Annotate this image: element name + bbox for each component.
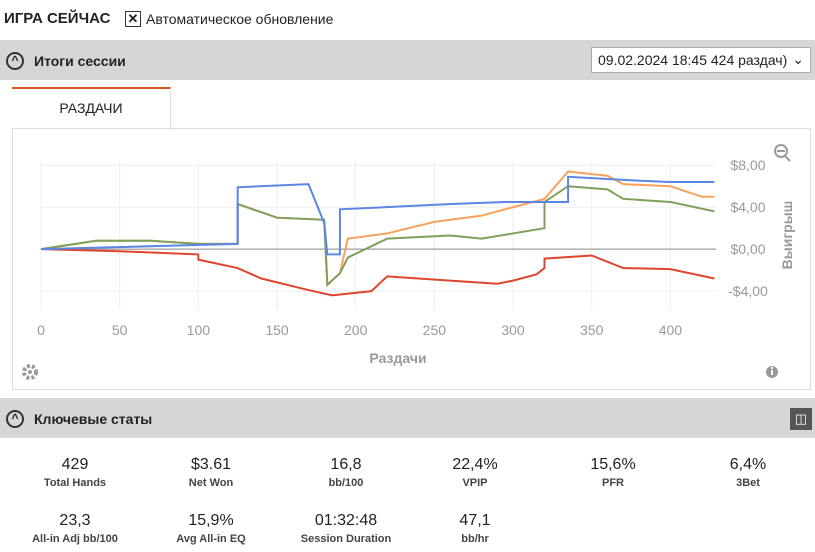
- stat: 15,6% PFR: [545, 456, 681, 489]
- series-line: [40, 170, 715, 288]
- y-tick-label: $4,00: [730, 199, 765, 215]
- stat: 22,4% VPIP: [407, 456, 543, 489]
- section-title: Ключевые статы: [34, 411, 153, 427]
- stat: 16,8 bb/100: [278, 456, 414, 489]
- stat: $3.61 Net Won: [143, 456, 279, 489]
- x-axis-title: Раздачи: [369, 350, 426, 366]
- stat-value: 01:32:48: [314, 512, 378, 529]
- stat-label: Total Hands: [43, 477, 107, 489]
- tab[interactable]: РАЗДАЧИ: [12, 87, 171, 130]
- stat-label: 3Bet: [736, 477, 760, 489]
- x-tick-label: 150: [265, 322, 289, 338]
- section-bar: [0, 398, 815, 438]
- settings-icon[interactable]: [22, 364, 38, 380]
- chart: Раздачи Выигрыш 0 50 100 150 200 250 300 350 400…: [22, 144, 795, 380]
- stat-label: Avg All-in EQ: [176, 533, 246, 545]
- x-tick-label: 400: [659, 322, 683, 338]
- stat-label: VPIP: [462, 477, 488, 489]
- stat-label: bb/hr: [461, 533, 489, 545]
- stat: 23,3 All-in Adj bb/100: [7, 512, 143, 545]
- stat-value: 22,4%: [452, 456, 498, 473]
- stat: 47,1 bb/hr: [407, 512, 543, 545]
- stat: 01:32:48 Session Duration: [278, 512, 414, 545]
- y-tick-label: $0,00: [730, 241, 765, 257]
- x-tick-label: 300: [501, 322, 525, 338]
- x-tick-label: 350: [580, 322, 604, 338]
- stat-value: 23,3: [59, 512, 91, 529]
- stat-value: 16,8: [330, 456, 362, 473]
- checkbox-label[interactable]: Автоматическое обновление: [146, 11, 334, 27]
- stat-label: Net Won: [188, 477, 234, 489]
- stat-label: bb/100: [328, 477, 364, 489]
- stat: 15,9% Avg All-in EQ: [143, 512, 279, 545]
- stat-value: 15,6%: [590, 456, 636, 473]
- info-icon[interactable]: [766, 366, 778, 378]
- stat: 429 Total Hands: [7, 456, 143, 489]
- layout-button[interactable]: ◫: [790, 408, 812, 430]
- title: ИГРА СЕЙЧАС: [4, 10, 111, 27]
- select-arrow: ⌄: [792, 51, 804, 67]
- session-select[interactable]: 09.02.2024 18:45 424 раздач) ⌄: [591, 47, 811, 73]
- y-tick-label: -$4,00: [728, 283, 768, 299]
- x-tick-label: 0: [37, 322, 45, 338]
- y-axis-title: Выигрыш: [779, 201, 795, 270]
- checkbox[interactable]: ✕: [125, 11, 141, 27]
- x-tick-label: 250: [423, 322, 447, 338]
- chart-panel: [12, 128, 811, 390]
- x-tick-label: 50: [112, 322, 128, 338]
- y-tick-label: $8,00: [730, 157, 765, 173]
- stat-value: 429: [61, 456, 89, 473]
- stat-label: Session Duration: [300, 533, 392, 545]
- stat-value: 6,4%: [729, 456, 767, 473]
- x-tick-label: 100: [187, 322, 211, 338]
- collapse-button[interactable]: ^: [6, 410, 24, 428]
- select-text: 09.02.2024 18:45 424 раздач): [598, 52, 788, 68]
- x-tick-label: 200: [344, 322, 368, 338]
- stat-label: PFR: [602, 477, 624, 489]
- stat-label: All-in Adj bb/100: [32, 533, 118, 545]
- collapse-button[interactable]: ^: [6, 52, 24, 70]
- stat-value: $3.61: [190, 456, 232, 473]
- series-line: [40, 248, 715, 297]
- zoom-icon[interactable]: [774, 144, 791, 162]
- section-title: Итоги сессии: [34, 53, 126, 69]
- stat: 6,4% 3Bet: [680, 456, 815, 489]
- series-line: [40, 175, 715, 256]
- stat-value: 15,9%: [188, 512, 234, 529]
- stat-value: 47,1: [459, 512, 491, 529]
